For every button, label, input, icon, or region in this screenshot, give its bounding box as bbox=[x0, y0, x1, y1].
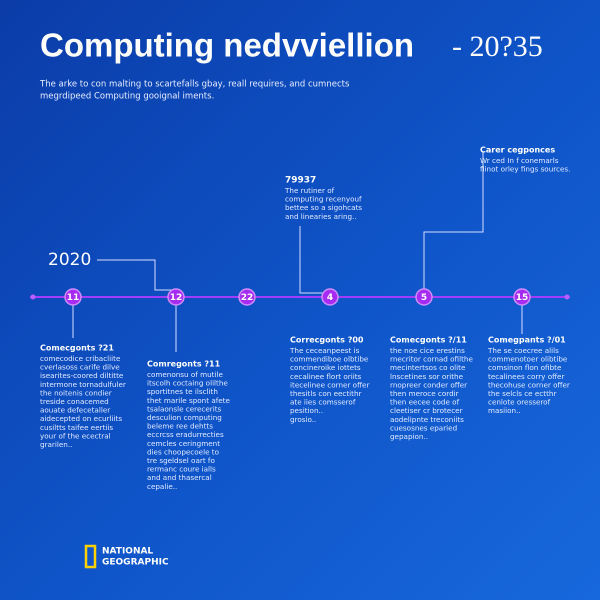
block-line: rermanc coure ialls bbox=[147, 465, 216, 474]
timeline-node bbox=[321, 288, 339, 306]
block-line: concineroike iottets bbox=[290, 363, 361, 372]
timeline-node bbox=[64, 288, 82, 306]
block-line: The rutiner of bbox=[284, 186, 335, 195]
block-line: The se coecree alils bbox=[487, 346, 559, 355]
block-title: Comegpants ?/01 bbox=[488, 336, 566, 345]
block-line: grarilen.. bbox=[40, 440, 72, 449]
axis-end bbox=[564, 294, 570, 300]
timeline-node bbox=[167, 288, 185, 306]
node-label: 5 bbox=[421, 293, 427, 303]
node-label: 11 bbox=[67, 293, 80, 303]
block-line: cecalinee flort oriits bbox=[290, 372, 362, 381]
title: Computing nedvviellion bbox=[40, 27, 414, 64]
block-line: rnecritor cornad ofilthe bbox=[390, 355, 473, 364]
block-line: grosio.. bbox=[290, 415, 316, 424]
block-line: then meroce cordir bbox=[390, 389, 459, 398]
block-line: cverlasoss carife dilve bbox=[40, 363, 120, 372]
block-line: dies choopecoele to bbox=[147, 447, 219, 456]
logo-text: GEOGRAPHIC bbox=[102, 558, 169, 568]
block-line: rnopreer conder offer bbox=[390, 380, 467, 389]
axis-end bbox=[30, 294, 36, 300]
logo-text: NATIONAL bbox=[102, 547, 153, 557]
block-line: cenlote oresserof bbox=[488, 398, 551, 407]
block-line: isearites-coored diltitte bbox=[40, 371, 124, 380]
block-line: itecelinee corner offer bbox=[290, 380, 369, 389]
block-line: and linearies aring.. bbox=[285, 212, 357, 221]
block-line: aodelipnte treconiits bbox=[390, 415, 464, 424]
block-line: and and thasercal bbox=[147, 473, 212, 482]
block-line: intermone tornadulfuler bbox=[40, 380, 126, 389]
block-line: cleetiser cr brotecer bbox=[390, 406, 463, 415]
block-line: gepapion.. bbox=[390, 432, 428, 441]
block-title: Carer cegponces bbox=[480, 146, 555, 155]
block-line: aouate defecetaller bbox=[40, 406, 110, 415]
block-line: cusiltts taifee eertiis bbox=[40, 423, 113, 432]
timeline-node bbox=[415, 288, 433, 306]
block-line: treside conacemed bbox=[40, 397, 109, 406]
node-label: 4 bbox=[327, 293, 333, 303]
title-suffix: - 20?35 bbox=[452, 30, 543, 63]
block-line: tecalinees corry offer bbox=[488, 372, 564, 381]
block-line: tsalaonsle cerecerits bbox=[147, 404, 222, 413]
block-line: thecohuse corner offer bbox=[488, 380, 570, 389]
block-line: commenotoer olibtibe bbox=[488, 355, 568, 364]
block-line: the noe cice erestins bbox=[390, 346, 465, 355]
block-line: ate iies comsserof bbox=[290, 398, 356, 407]
block-line: beleme ree dehtts bbox=[147, 422, 213, 431]
block-line: thet marile spont afete bbox=[147, 396, 230, 405]
block-line: desculion computing bbox=[147, 413, 222, 422]
block-title: Comecgonts ?21 bbox=[40, 344, 114, 353]
block-line: commendiboe olbtibe bbox=[290, 355, 369, 364]
node-label: 12 bbox=[170, 293, 183, 303]
block-line: the selcls ce ectthr bbox=[488, 389, 556, 398]
block-line: cemcles ceringment bbox=[147, 439, 220, 448]
block-line: itscolh coctaing olilthe bbox=[147, 379, 228, 388]
block-line: tre sgeldsel oart fo bbox=[147, 456, 215, 465]
block-line: comenonsu of mutile bbox=[147, 370, 223, 379]
block-line: cepalie.. bbox=[147, 482, 177, 491]
block-title: Comecgonts ?/11 bbox=[390, 336, 467, 345]
block-line: your of the ecectral bbox=[40, 431, 111, 440]
block-line: cuesosnes eparied bbox=[390, 423, 457, 432]
timeline-node bbox=[513, 288, 531, 306]
timeline-node bbox=[238, 288, 256, 306]
block-line: computing recenyouf bbox=[285, 195, 362, 204]
block-line: comecodice cribacliite bbox=[40, 354, 121, 363]
block-line: thesitls con eectithr bbox=[290, 389, 362, 398]
block-title: 79937 bbox=[285, 176, 316, 186]
block-title: Correcgonts ?00 bbox=[290, 336, 364, 345]
block-line: flinot orley fings sources. bbox=[480, 165, 570, 174]
block-line: comsinon flon ofibte bbox=[488, 363, 562, 372]
block-line: lnscetines sor orithe bbox=[390, 372, 464, 381]
block-line: sportitnes te ilsclith bbox=[147, 387, 218, 396]
logo: NATIONAL GEOGRAPHIC bbox=[84, 544, 169, 569]
node-label: 22 bbox=[241, 293, 254, 303]
block-line: Wr ced In f conemarls bbox=[480, 156, 559, 165]
block-line: masiion.. bbox=[488, 406, 521, 415]
block-line: then eecee code of bbox=[390, 398, 460, 407]
block-line: mecintertsos co olite bbox=[390, 363, 466, 372]
block-line: The ceceanpeest is bbox=[289, 346, 360, 355]
block-line: aidecepted on ecurliits bbox=[40, 414, 122, 423]
block-line: bettee so a sigohcats bbox=[285, 203, 362, 212]
block-line: pesition.. bbox=[290, 406, 323, 415]
subtitle-line: megrdipeed Computing gooignal iments. bbox=[40, 92, 214, 102]
node-label: 15 bbox=[516, 293, 529, 303]
subtitle-line: The arke to con malting to scartefalls g… bbox=[39, 80, 350, 90]
start-label: 2020 bbox=[48, 250, 91, 270]
block-title: Comregonts ?11 bbox=[147, 360, 221, 369]
block-line: the noitenis condier bbox=[40, 388, 112, 397]
block-line: eccrcss eradurrecties bbox=[147, 430, 224, 439]
